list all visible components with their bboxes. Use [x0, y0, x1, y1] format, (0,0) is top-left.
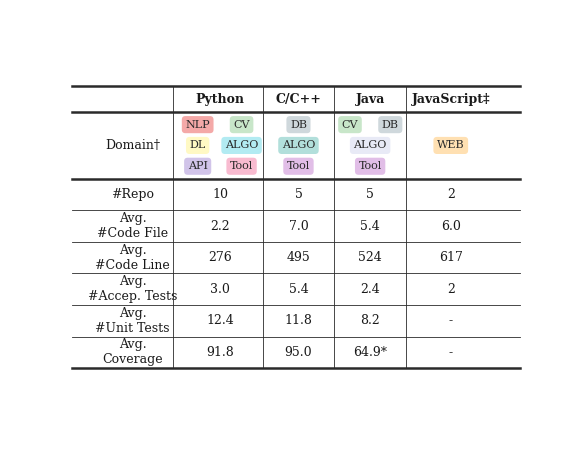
Text: ALGO: ALGO: [225, 140, 258, 151]
Text: Java: Java: [355, 93, 385, 106]
Text: Avg.
#Accep. Tests: Avg. #Accep. Tests: [88, 275, 177, 303]
Text: DL: DL: [190, 140, 206, 151]
Text: Python: Python: [195, 93, 244, 106]
Text: API: API: [188, 161, 208, 171]
Text: 617: 617: [439, 251, 463, 264]
Text: 5: 5: [295, 188, 302, 201]
Text: Avg.
Coverage: Avg. Coverage: [102, 338, 163, 366]
Text: JavaScript‡: JavaScript‡: [412, 93, 490, 106]
Text: 6.0: 6.0: [441, 219, 461, 233]
Text: Tool: Tool: [358, 161, 381, 171]
Text: C/C++: C/C++: [276, 93, 321, 106]
Text: 2.2: 2.2: [210, 219, 230, 233]
Text: 5.4: 5.4: [360, 219, 380, 233]
Text: Tool: Tool: [287, 161, 310, 171]
Text: Tool: Tool: [230, 161, 253, 171]
Text: 7.0: 7.0: [288, 219, 308, 233]
Text: 12.4: 12.4: [206, 314, 234, 327]
Text: -: -: [449, 346, 453, 359]
Text: 2: 2: [447, 283, 455, 295]
Text: #Repo: #Repo: [111, 188, 154, 201]
Text: -: -: [449, 314, 453, 327]
Text: 2.4: 2.4: [360, 283, 380, 295]
Text: Avg.
#Code Line: Avg. #Code Line: [95, 244, 170, 272]
Text: 64.9*: 64.9*: [353, 346, 387, 359]
Text: Avg.
#Code File: Avg. #Code File: [97, 212, 168, 240]
Text: DB: DB: [290, 120, 307, 130]
Text: Avg.
#Unit Tests: Avg. #Unit Tests: [95, 307, 170, 335]
Text: 5.4: 5.4: [288, 283, 308, 295]
Text: 276: 276: [208, 251, 232, 264]
Text: ALGO: ALGO: [282, 140, 315, 151]
Text: WEB: WEB: [437, 140, 465, 151]
Text: ALGO: ALGO: [354, 140, 387, 151]
Text: 8.2: 8.2: [360, 314, 380, 327]
Text: 495: 495: [287, 251, 310, 264]
Text: 95.0: 95.0: [284, 346, 312, 359]
Text: CV: CV: [342, 120, 358, 130]
Text: 11.8: 11.8: [284, 314, 312, 327]
Text: 2: 2: [447, 188, 455, 201]
Text: DB: DB: [382, 120, 399, 130]
Text: Domain†: Domain†: [105, 139, 160, 152]
Text: 10: 10: [212, 188, 228, 201]
Text: 91.8: 91.8: [206, 346, 234, 359]
Text: 3.0: 3.0: [210, 283, 230, 295]
Text: 5: 5: [366, 188, 374, 201]
Text: 524: 524: [358, 251, 382, 264]
Text: NLP: NLP: [186, 120, 210, 130]
Text: CV: CV: [234, 120, 250, 130]
